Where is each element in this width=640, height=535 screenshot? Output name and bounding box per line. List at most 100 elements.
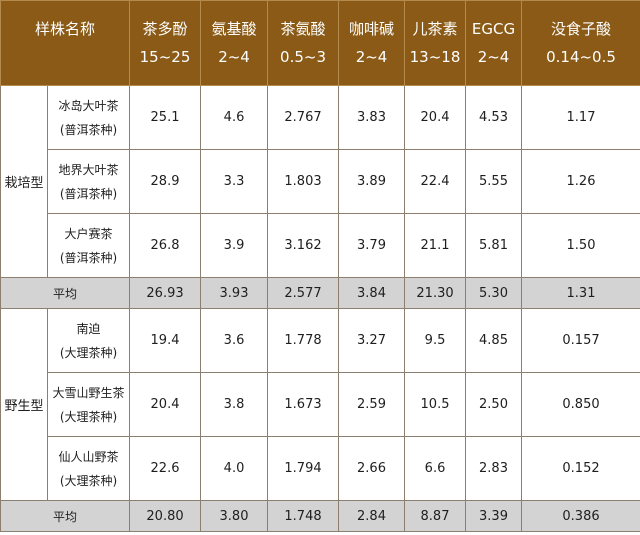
sample-variety: (普洱茶种)	[59, 122, 118, 137]
value-cell: 25.1	[129, 85, 202, 150]
value-cell: 0.157	[521, 308, 640, 373]
column-label: 儿茶素	[412, 20, 458, 38]
value-cell: 21.1	[404, 213, 467, 278]
sample-name-cell: 大户赛茶 (普洱茶种)	[46, 213, 131, 278]
column-label: 茶多酚	[142, 20, 188, 38]
value-cell: 20.4	[404, 85, 467, 150]
header-row: 样株名称 茶多酚 15~25 氨基酸 2~4 茶氨酸 0.5~3 咖啡碱 2~4 儿茶素…	[0, 0, 640, 86]
value-cell: 3.162	[267, 213, 340, 278]
value-cell: 3.3	[200, 149, 269, 214]
sample-name: 地界大叶茶	[58, 162, 119, 177]
column-range: 13~18	[409, 48, 461, 66]
value-cell: 1.673	[267, 372, 340, 437]
value-cell: 9.5	[404, 308, 467, 373]
table-row: 栽培型 冰岛大叶茶 (普洱茶种) 25.1 4.6 2.767 3.83 20.4…	[0, 85, 640, 278]
column-range: 15~25	[139, 48, 191, 66]
average-cell: 1.31	[521, 277, 640, 309]
value-cell: 2.767	[267, 85, 340, 150]
column-label: 茶氨酸	[280, 20, 326, 38]
value-cell: 2.83	[465, 436, 523, 501]
sample-variety: (普洱茶种)	[59, 186, 118, 201]
value-cell: 22.4	[404, 149, 467, 214]
sample-name: 冰岛大叶茶	[58, 98, 119, 113]
value-cell: 2.66	[338, 436, 406, 501]
value-cell: 0.850	[521, 372, 640, 437]
sample-name-cell: 南迫 (大理茶种)	[46, 308, 131, 373]
value-cell: 4.0	[200, 436, 269, 501]
sample-name: 仙人山野茶	[58, 449, 119, 464]
column-header: 氨基酸 2~4	[200, 0, 269, 86]
average-cell: 2.577	[267, 277, 340, 309]
sample-variety: (大理茶种)	[59, 409, 118, 424]
sample-name-label: 样株名称	[35, 20, 96, 38]
column-range: 2~4	[355, 48, 388, 66]
average-cell: 26.93	[129, 277, 202, 309]
sample-name-cell: 冰岛大叶茶 (普洱茶种)	[46, 85, 131, 150]
sample-name: 大雪山野生茶	[52, 385, 125, 400]
table-row: 仙人山野茶 (大理茶种) 22.6 4.0 1.794 2.66 6.6 2.83…	[1, 436, 640, 501]
value-cell: 0.152	[521, 436, 640, 501]
average-cell: 20.80	[129, 500, 202, 532]
value-cell: 1.26	[521, 149, 640, 214]
table-row: 大雪山野生茶 (大理茶种) 20.4 3.8 1.673 2.59 10.5 2.…	[1, 372, 640, 437]
column-range: 2~4	[218, 48, 250, 66]
average-row: 平均 20.80 3.80 1.748 2.84 8.87 3.39 0.386	[0, 500, 640, 532]
value-cell: 26.8	[129, 213, 202, 278]
column-header: 茶多酚 15~25	[129, 0, 202, 86]
column-header: 茶氨酸 0.5~3	[267, 0, 340, 86]
average-cell: 1.748	[267, 500, 340, 532]
table-row: 野生型 南迫 (大理茶种) 19.4 3.6 1.778 3.27 9.5 4.8…	[0, 308, 640, 501]
value-cell: 1.50	[521, 213, 640, 278]
average-cell: 5.30	[465, 277, 523, 309]
value-cell: 3.79	[338, 213, 406, 278]
table-row: 大户赛茶 (普洱茶种) 26.8 3.9 3.162 3.79 21.1 5.81…	[1, 213, 640, 278]
value-cell: 3.9	[200, 213, 269, 278]
sample-variety: (普洱茶种)	[59, 250, 118, 265]
average-cell: 8.87	[404, 500, 467, 532]
value-cell: 10.5	[404, 372, 467, 437]
average-cell: 3.84	[338, 277, 406, 309]
column-label: EGCG	[471, 20, 516, 38]
value-cell: 3.83	[338, 85, 406, 150]
value-cell: 19.4	[129, 308, 202, 373]
average-label: 平均	[0, 277, 131, 309]
average-cell: 2.84	[338, 500, 406, 532]
average-cell: 21.30	[404, 277, 467, 309]
value-cell: 1.794	[267, 436, 340, 501]
sample-name-cell: 地界大叶茶 (普洱茶种)	[46, 149, 131, 214]
value-cell: 3.6	[200, 308, 269, 373]
value-cell: 5.55	[465, 149, 523, 214]
average-cell: 3.93	[200, 277, 269, 309]
value-cell: 2.59	[338, 372, 406, 437]
value-cell: 3.8	[200, 372, 269, 437]
table-row: 地界大叶茶 (普洱茶种) 28.9 3.3 1.803 3.89 22.4 5.5…	[1, 149, 640, 214]
value-cell: 22.6	[129, 436, 202, 501]
column-range: 0.5~3	[280, 48, 326, 66]
column-header: 咖啡碱 2~4	[338, 0, 406, 86]
group-label: 栽培型	[0, 85, 48, 278]
value-cell: 20.4	[129, 372, 202, 437]
sample-name: 南迫	[76, 321, 101, 336]
sample-name-cell: 大雪山野生茶 (大理茶种)	[46, 372, 131, 437]
sample-variety: (大理茶种)	[59, 473, 118, 488]
value-cell: 4.53	[465, 85, 523, 150]
sample-name-header: 样株名称	[0, 0, 131, 86]
average-cell: 0.386	[521, 500, 640, 532]
column-label: 没食子酸	[551, 20, 612, 38]
group-label: 野生型	[0, 308, 48, 501]
value-cell: 3.89	[338, 149, 406, 214]
column-header: EGCG 2~4	[465, 0, 523, 86]
value-cell: 1.17	[521, 85, 640, 150]
sample-variety: (大理茶种)	[59, 345, 118, 360]
value-cell: 1.778	[267, 308, 340, 373]
value-cell: 5.81	[465, 213, 523, 278]
column-label: 咖啡碱	[349, 20, 395, 38]
column-range: 2~4	[477, 48, 510, 66]
value-cell: 3.27	[338, 308, 406, 373]
value-cell: 6.6	[404, 436, 467, 501]
value-cell: 1.803	[267, 149, 340, 214]
sample-name: 大户赛茶	[64, 226, 113, 241]
average-cell: 3.39	[465, 500, 523, 532]
average-label: 平均	[0, 500, 131, 532]
